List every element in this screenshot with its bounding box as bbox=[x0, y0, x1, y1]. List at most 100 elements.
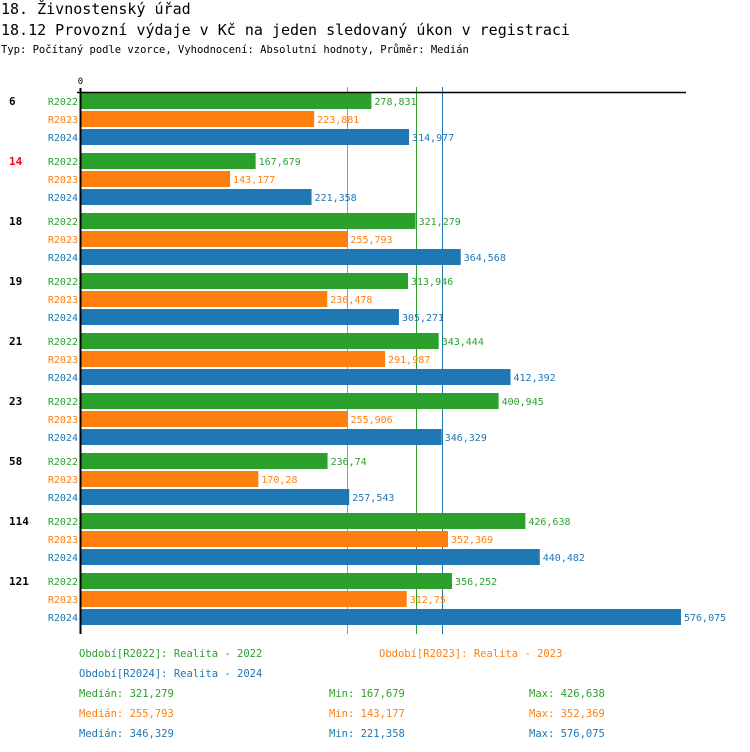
value-label: 221,358 bbox=[315, 193, 357, 204]
stat-median-r2022: Medián: 321,279 bbox=[79, 688, 174, 700]
category-label: 23 bbox=[9, 395, 22, 408]
value-label: 356,252 bbox=[455, 577, 497, 588]
value-label: 412,392 bbox=[514, 373, 556, 384]
category-label: 21 bbox=[9, 335, 23, 348]
series-label: R2022 bbox=[48, 157, 78, 168]
series-label: R2023 bbox=[48, 535, 78, 546]
bar-r2024 bbox=[81, 189, 312, 205]
series-label: R2023 bbox=[48, 355, 78, 366]
value-label: 255,793 bbox=[350, 235, 392, 246]
bar-r2023 bbox=[81, 231, 348, 247]
bar-r2022 bbox=[81, 213, 416, 229]
bar-r2024 bbox=[81, 489, 350, 505]
bar-r2022 bbox=[81, 153, 256, 169]
stat-max-r2024: Max: 576,075 bbox=[529, 728, 605, 740]
series-label: R2023 bbox=[48, 415, 78, 426]
bar-r2022 bbox=[81, 93, 372, 109]
value-label: 278,831 bbox=[374, 97, 416, 108]
series-label: R2022 bbox=[48, 577, 78, 588]
series-label: R2024 bbox=[48, 373, 78, 384]
bar-r2022 bbox=[81, 453, 328, 469]
category-label: 6 bbox=[9, 95, 16, 108]
series-label: R2023 bbox=[48, 595, 78, 606]
legend-period-r2023: Období[R2023]: Realita - 2023 bbox=[379, 648, 563, 660]
value-label: 343,444 bbox=[442, 337, 484, 348]
series-label: R2023 bbox=[48, 235, 78, 246]
bar-r2022 bbox=[81, 333, 439, 349]
bar-r2022 bbox=[81, 393, 499, 409]
stat-median-r2024: Medián: 346,329 bbox=[79, 728, 174, 740]
series-label: R2022 bbox=[48, 277, 78, 288]
bar-r2022 bbox=[81, 513, 526, 529]
series-label: R2024 bbox=[48, 133, 78, 144]
bar-r2023 bbox=[81, 471, 259, 487]
series-label: R2024 bbox=[48, 553, 78, 564]
value-label: 364,568 bbox=[464, 253, 506, 264]
bar-r2024 bbox=[81, 429, 442, 445]
stat-min-r2023: Min: 143,177 bbox=[329, 708, 405, 720]
value-label: 440,482 bbox=[543, 553, 585, 564]
series-label: R2022 bbox=[48, 457, 78, 468]
value-label: 236,478 bbox=[330, 295, 372, 306]
value-label: 313,946 bbox=[411, 277, 453, 288]
bar-r2024 bbox=[81, 369, 511, 385]
category-label: 19 bbox=[9, 275, 22, 288]
series-label: R2024 bbox=[48, 613, 78, 624]
bar-r2024 bbox=[81, 549, 540, 565]
stat-max-r2023: Max: 352,369 bbox=[529, 708, 605, 720]
value-label: 352,369 bbox=[451, 535, 493, 546]
series-label: R2024 bbox=[48, 193, 78, 204]
value-label: 223,881 bbox=[317, 115, 359, 126]
value-label: 400,945 bbox=[502, 397, 544, 408]
series-label: R2023 bbox=[48, 475, 78, 486]
bar-r2023 bbox=[81, 411, 348, 427]
series-label: R2022 bbox=[48, 517, 78, 528]
bar-r2024 bbox=[81, 309, 399, 325]
value-label: 346,329 bbox=[445, 433, 487, 444]
legend-period-r2024: Období[R2024]: Realita - 2024 bbox=[79, 668, 263, 680]
bar-r2023 bbox=[81, 291, 328, 307]
stat-max-r2022: Max: 426,638 bbox=[529, 688, 605, 700]
category-label: 114 bbox=[9, 515, 29, 528]
value-label: 426,638 bbox=[528, 517, 570, 528]
bar-r2024 bbox=[81, 129, 410, 145]
series-label: R2024 bbox=[48, 313, 78, 324]
value-label: 291,987 bbox=[388, 355, 430, 366]
category-label: 18 bbox=[9, 215, 22, 228]
value-label: 314,977 bbox=[412, 133, 454, 144]
bar-r2023 bbox=[81, 591, 407, 607]
series-label: R2024 bbox=[48, 253, 78, 264]
x-tick-label: 0 bbox=[78, 77, 83, 87]
bar-r2022 bbox=[81, 573, 453, 589]
value-label: 576,075 bbox=[684, 613, 726, 624]
value-label: 257,543 bbox=[352, 493, 394, 504]
value-label: 255,906 bbox=[351, 415, 393, 426]
value-label: 167,679 bbox=[259, 157, 301, 168]
value-label: 170,28 bbox=[261, 475, 297, 486]
category-label: 121 bbox=[9, 575, 29, 588]
category-label: 58 bbox=[9, 455, 22, 468]
series-label: R2022 bbox=[48, 337, 78, 348]
category-label: 14 bbox=[9, 155, 23, 168]
series-label: R2022 bbox=[48, 397, 78, 408]
bar-r2024 bbox=[81, 249, 461, 265]
stat-min-r2022: Min: 167,679 bbox=[329, 688, 405, 700]
stat-min-r2024: Min: 221,358 bbox=[329, 728, 405, 740]
value-label: 312,75 bbox=[410, 595, 446, 606]
series-label: R2023 bbox=[48, 175, 78, 186]
series-label: R2023 bbox=[48, 115, 78, 126]
series-label: R2022 bbox=[48, 97, 78, 108]
series-label: R2024 bbox=[48, 433, 78, 444]
bar-chart: 6 R2022 278,831 R2023 223,881 R2024 314,977 14 R… bbox=[9, 77, 726, 634]
bar-r2022 bbox=[81, 273, 408, 289]
section-title: 18. Živnostenský úřad bbox=[1, 0, 191, 18]
chart-title: 18.12 Provozní výdaje v Kč na jeden sled… bbox=[1, 21, 570, 39]
series-label: R2022 bbox=[48, 217, 78, 228]
value-label: 305,271 bbox=[402, 313, 444, 324]
bar-r2024 bbox=[81, 609, 681, 625]
bar-r2023 bbox=[81, 531, 449, 547]
bar-r2023 bbox=[81, 111, 315, 127]
value-label: 143,177 bbox=[233, 175, 275, 186]
legend-period-r2022: Období[R2022]: Realita - 2022 bbox=[79, 648, 263, 660]
bar-r2023 bbox=[81, 351, 386, 367]
